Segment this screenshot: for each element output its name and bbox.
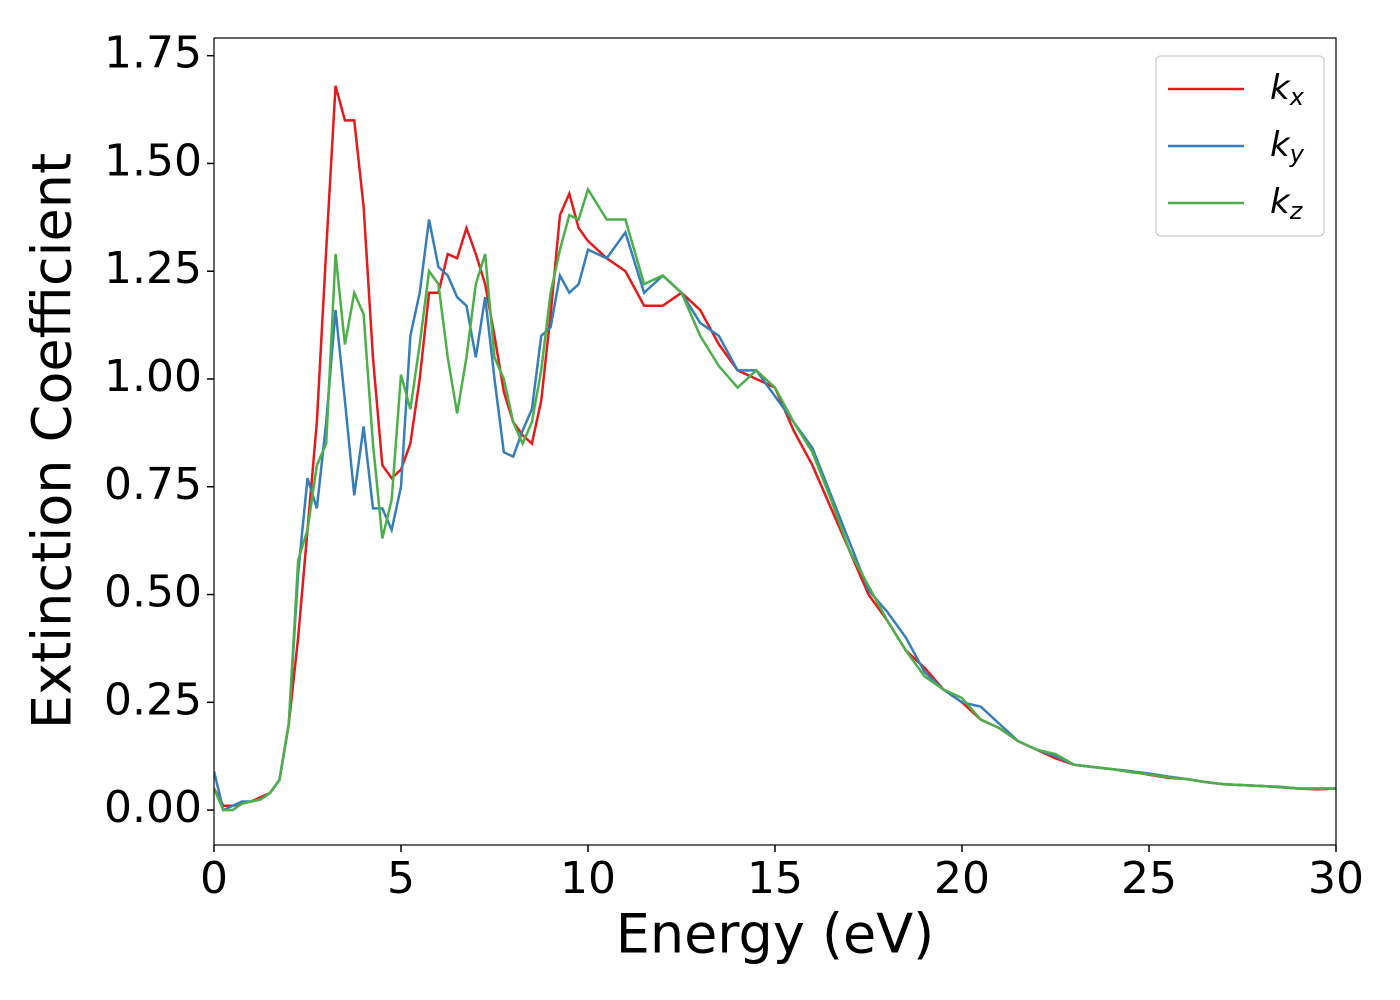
x-tick-label: 25: [1121, 853, 1177, 904]
plot-frame: [213, 37, 1337, 846]
y-tick-label: 0.75: [104, 459, 202, 510]
y-tick-label: 1.25: [104, 243, 202, 294]
x-tick-label: 20: [934, 853, 990, 904]
x-tick-label: 30: [1308, 853, 1364, 904]
line-series: [214, 186, 1336, 812]
x-tick-label: 5: [387, 853, 415, 904]
y-tick-label: 0.25: [104, 674, 202, 725]
legend-label: ky: [1270, 125, 1305, 169]
y-axis-label: Extinction Coefficient: [21, 153, 84, 729]
y-tick-label: 0.00: [104, 782, 202, 833]
legend-label: kx: [1270, 68, 1305, 112]
y-tick-label: 1.75: [104, 28, 202, 79]
legend-label: kz: [1270, 182, 1304, 226]
x-axis-label: Energy (eV): [616, 903, 935, 966]
y-tick-label: 0.50: [104, 567, 202, 618]
line-series: [214, 219, 1336, 812]
x-tick-label: 0: [200, 853, 228, 904]
y-tick-label: 1.00: [104, 351, 202, 402]
x-tick-label: 15: [747, 853, 803, 904]
x-tick-label: 10: [560, 853, 616, 904]
y-tick-label: 1.50: [104, 135, 202, 186]
